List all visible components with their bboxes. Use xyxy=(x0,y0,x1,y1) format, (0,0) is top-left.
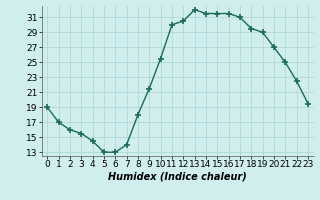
X-axis label: Humidex (Indice chaleur): Humidex (Indice chaleur) xyxy=(108,172,247,182)
